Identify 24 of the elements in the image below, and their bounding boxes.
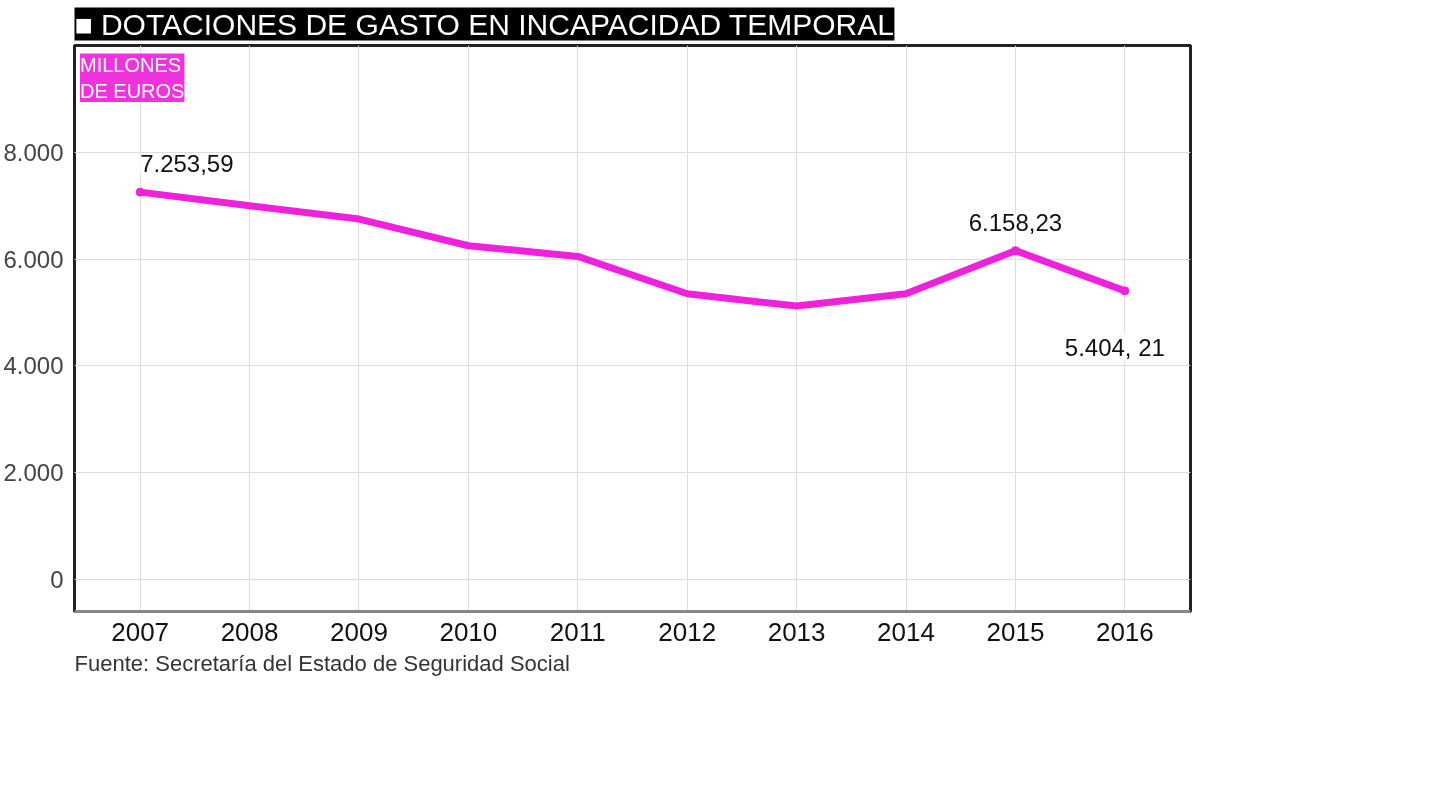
- data-label: 5.404, 21: [1064, 333, 1165, 361]
- y-tick-label: 2.000: [3, 459, 64, 487]
- chart-title: ■ DOTACIONES DE GASTO EN INCAPACIDAD TEMPORAL: [74, 7, 894, 41]
- x-tick-label: 2014: [877, 616, 935, 647]
- y-axis-title: MILLONES DE EUROS: [79, 53, 185, 102]
- point: [135, 187, 145, 197]
- x-tick-label: 2015: [986, 616, 1045, 647]
- point: [1010, 246, 1020, 256]
- x-tick-label: 2016: [1095, 616, 1154, 647]
- x-tick-label: 2012: [658, 616, 717, 647]
- y-tick-label: 8.000: [3, 138, 64, 166]
- x-tick-label: 2009: [330, 616, 388, 647]
- y-tick-label: 6.000: [3, 245, 64, 273]
- y-tick-label: 0: [50, 565, 64, 593]
- y-tick-label: 4.000: [3, 352, 64, 380]
- data-label: 6.158,23: [968, 208, 1063, 236]
- x-tick-label: 2011: [549, 616, 606, 647]
- x-tick-label: 2013: [767, 616, 826, 647]
- x-tick-label: 2008: [220, 616, 279, 647]
- point: [1120, 286, 1130, 296]
- data-label: 7.253,59: [140, 150, 234, 178]
- x-tick-label: 2007: [111, 616, 170, 647]
- x-tick-label: 2010: [439, 616, 498, 647]
- source-note: Fuente: Secretaría del Estado de Seguridad Social: [74, 650, 570, 676]
